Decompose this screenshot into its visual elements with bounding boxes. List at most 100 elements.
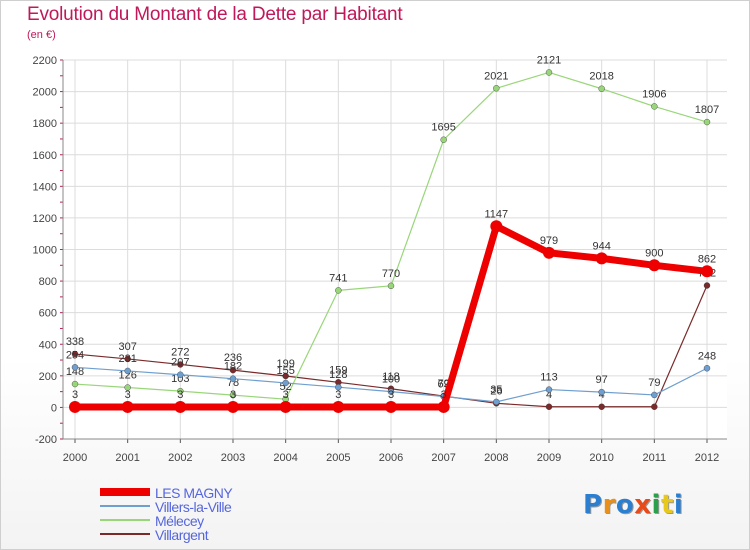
- data-point: [437, 400, 450, 413]
- data-label: 118: [382, 371, 400, 383]
- data-label: 79: [648, 377, 660, 389]
- legend-swatch: [100, 488, 150, 496]
- data-point: [124, 367, 131, 375]
- data-point: [177, 387, 184, 395]
- y-tick-label: 2200: [33, 55, 57, 67]
- chart-subtitle: (en €): [27, 29, 56, 41]
- x-tick-label: 2008: [484, 452, 508, 464]
- y-tick-label: 1800: [33, 118, 57, 130]
- logo-letter: r: [602, 490, 616, 520]
- data-point: [595, 252, 608, 265]
- y-tick-label: 1600: [33, 150, 57, 162]
- y-tick-label: 400: [39, 339, 57, 351]
- data-label: 4: [546, 389, 552, 401]
- data-point: [493, 398, 500, 406]
- data-point: [177, 361, 184, 368]
- data-point: [545, 403, 553, 410]
- data-label: 770: [382, 268, 400, 280]
- chart-title: Evolution du Montant de la Dette par Hab…: [27, 4, 403, 25]
- data-label: 35: [490, 384, 502, 396]
- data-point: [177, 371, 184, 378]
- data-label: 148: [66, 366, 84, 378]
- data-label: 3: [283, 389, 289, 401]
- data-point: [545, 69, 553, 76]
- data-label: 52: [280, 381, 292, 393]
- data-label: 248: [698, 350, 716, 362]
- y-tick-label: 1200: [33, 213, 57, 225]
- logo-letter: P: [583, 490, 603, 520]
- data-label: 3: [230, 389, 236, 401]
- data-point: [69, 400, 81, 413]
- data-label: 3: [125, 389, 131, 401]
- data-point: [703, 282, 711, 289]
- data-point: [598, 403, 605, 410]
- data-point: [440, 136, 447, 143]
- data-label: 944: [592, 240, 610, 252]
- data-point: [387, 388, 395, 395]
- y-tick-label: 200: [39, 371, 57, 383]
- data-label: 236: [224, 352, 242, 364]
- logo-letter: i: [651, 490, 661, 520]
- data-point: [701, 265, 713, 278]
- data-point: [648, 259, 661, 272]
- legend-swatch: [100, 533, 150, 535]
- data-label: 254: [66, 349, 84, 361]
- data-point: [229, 375, 237, 382]
- x-tick-label: 2004: [273, 452, 297, 464]
- data-label: 3: [335, 389, 341, 401]
- y-tick-label: -200: [35, 434, 57, 446]
- data-point: [387, 282, 395, 290]
- data-label: 199: [276, 358, 294, 370]
- data-label: 307: [118, 341, 136, 353]
- data-point: [124, 384, 131, 391]
- data-label: 979: [540, 235, 558, 247]
- data-point: [335, 384, 342, 391]
- legend-label: Mélecey: [155, 513, 204, 529]
- data-point: [651, 103, 658, 110]
- data-point: [493, 85, 500, 92]
- data-label: 900: [645, 247, 663, 259]
- data-label: 155: [276, 365, 294, 377]
- y-tick-label: 1400: [33, 181, 57, 193]
- x-tick-label: 2003: [221, 452, 245, 464]
- data-point: [71, 350, 79, 358]
- x-tick-label: 2009: [537, 452, 561, 464]
- data-point: [543, 246, 555, 259]
- data-label: 3: [441, 389, 447, 401]
- proxiti-logo: Proxiti: [583, 490, 683, 520]
- data-label: 1147: [485, 208, 509, 220]
- data-label: 3: [177, 389, 183, 401]
- x-tick-label: 2012: [695, 452, 719, 464]
- y-tick-label: 800: [39, 276, 57, 288]
- line-chart: -200 0 200 400 600 800 1000 1200 1400 1600 1800 200…: [33, 54, 727, 464]
- data-point: [385, 400, 397, 413]
- data-label: 272: [171, 346, 189, 358]
- data-point: [229, 391, 237, 399]
- data-label: 113: [540, 372, 558, 384]
- data-label: 3: [388, 389, 394, 401]
- data-label: 100: [382, 374, 400, 386]
- data-point: [651, 403, 658, 410]
- x-tick-label: 2011: [643, 452, 667, 464]
- data-point: [279, 400, 292, 413]
- data-point: [229, 366, 237, 374]
- logo-letter: x: [634, 490, 652, 520]
- data-point: [121, 400, 134, 413]
- data-label: 338: [66, 336, 84, 348]
- data-point: [227, 400, 239, 413]
- data-point: [71, 364, 79, 371]
- data-point: [598, 388, 605, 396]
- logo-letter: t: [660, 490, 674, 520]
- data-label: 207: [171, 357, 189, 369]
- y-tick-label: 1000: [33, 245, 57, 257]
- x-tick-label: 2000: [63, 452, 87, 464]
- data-label: 2021: [484, 70, 508, 82]
- data-label: 1906: [642, 88, 666, 100]
- data-point: [282, 372, 289, 380]
- data-point: [335, 287, 342, 294]
- data-label: 231: [118, 353, 136, 365]
- y-tick-label: 600: [39, 308, 57, 320]
- legend-swatch: [100, 505, 150, 507]
- data-point: [545, 386, 553, 393]
- legend-label: Villers-la-Ville: [155, 499, 232, 515]
